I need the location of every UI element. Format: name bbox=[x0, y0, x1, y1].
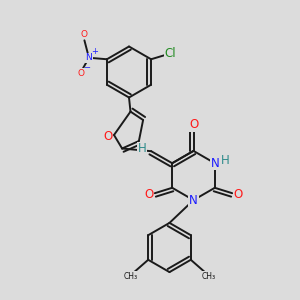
Text: O: O bbox=[234, 188, 243, 201]
Text: Cl: Cl bbox=[165, 47, 176, 60]
Text: O: O bbox=[80, 30, 87, 39]
Text: H: H bbox=[138, 142, 147, 155]
Text: O: O bbox=[103, 130, 112, 143]
Text: CH₃: CH₃ bbox=[124, 272, 138, 281]
Text: CH₃: CH₃ bbox=[201, 272, 215, 281]
Text: N: N bbox=[189, 194, 198, 207]
Text: N: N bbox=[211, 157, 220, 170]
Text: N: N bbox=[85, 53, 92, 62]
Text: H: H bbox=[221, 154, 230, 167]
Text: −: − bbox=[83, 63, 90, 72]
Text: +: + bbox=[91, 47, 98, 56]
Text: O: O bbox=[189, 118, 198, 131]
Text: O: O bbox=[144, 188, 153, 201]
Text: O: O bbox=[77, 69, 84, 77]
